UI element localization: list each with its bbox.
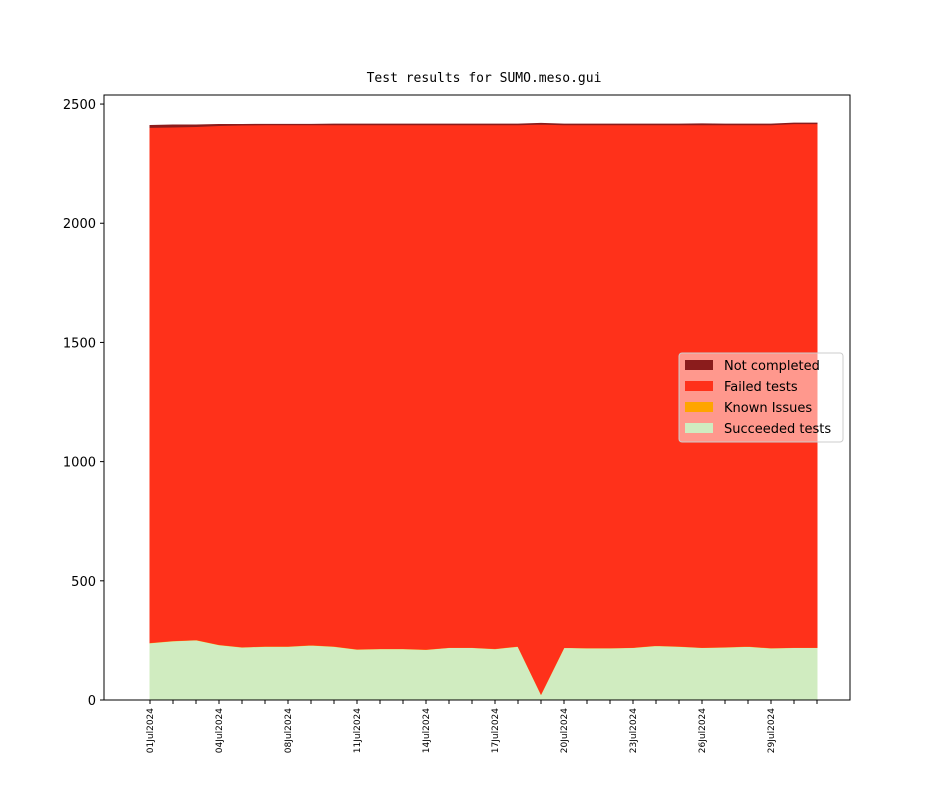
y-tick-label: 2000 bbox=[63, 217, 96, 232]
plot-frame bbox=[103, 94, 851, 701]
legend-label: Failed tests bbox=[724, 380, 798, 395]
legend-box bbox=[678, 352, 844, 443]
x-tick-label: 11Jul2024 bbox=[353, 708, 363, 753]
area bbox=[149, 122, 818, 128]
legend-label: Succeeded tests bbox=[724, 422, 831, 437]
x-tick-label: 20Jul2024 bbox=[560, 708, 570, 753]
legend: Not completed Failed tests Known Issues Suc… bbox=[678, 352, 844, 443]
x-tick-label: 14Jul2024 bbox=[422, 708, 432, 753]
y-tick-label: 1500 bbox=[63, 336, 96, 351]
y-tick-label: 500 bbox=[71, 575, 96, 590]
legend-swatch bbox=[685, 402, 713, 412]
x-tick-label: 29Jul2024 bbox=[767, 708, 777, 753]
legend-label: Known Issues bbox=[724, 401, 812, 416]
legend-label: Not completed bbox=[724, 359, 820, 374]
y-tick-label: 2500 bbox=[63, 98, 96, 113]
x-tick-label: 01Jul2024 bbox=[146, 708, 156, 753]
legend-swatch bbox=[685, 360, 713, 370]
x-tick-label: 04Jul2024 bbox=[215, 708, 225, 753]
legend-swatch bbox=[685, 381, 713, 391]
x-tick-label: 08Jul2024 bbox=[284, 708, 294, 753]
legend-swatch bbox=[685, 423, 713, 433]
x-tick-label: 17Jul2024 bbox=[491, 708, 501, 753]
y-tick-label: 1000 bbox=[63, 456, 96, 471]
x-tick-label: 23Jul2024 bbox=[629, 708, 639, 753]
area bbox=[149, 639, 818, 701]
x-tick-label: 26Jul2024 bbox=[698, 708, 708, 753]
y-tick-label: 0 bbox=[88, 694, 96, 709]
chart-title: Test results for SUMO.meso.gui bbox=[367, 71, 602, 86]
